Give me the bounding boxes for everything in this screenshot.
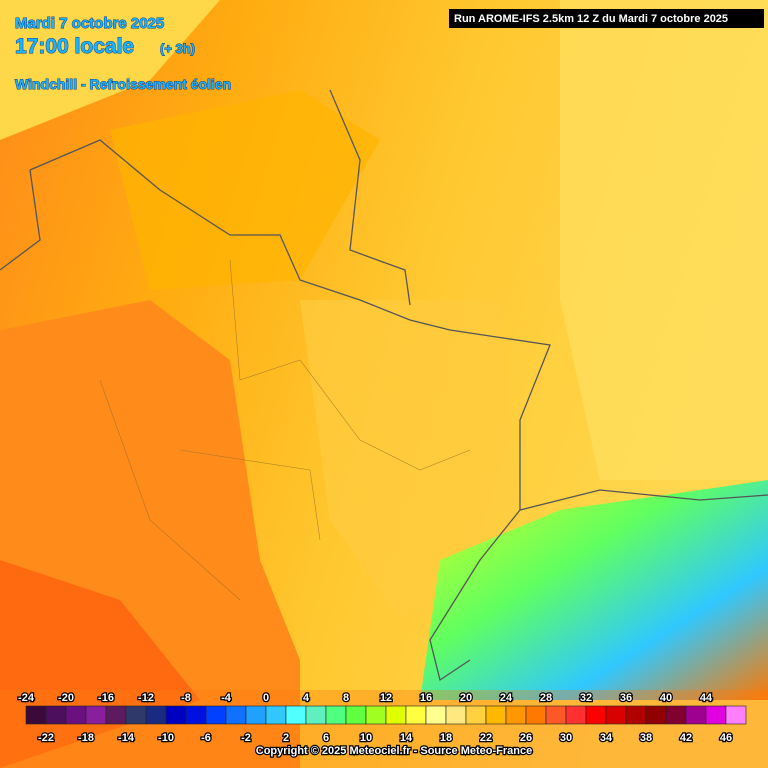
- coast: [0, 169, 41, 271]
- legend-label: 26: [520, 732, 532, 744]
- legend-swatch: [225, 705, 247, 725]
- legend-label: 14: [400, 732, 413, 744]
- legend-label: -2: [241, 732, 251, 744]
- legend-label: 20: [460, 692, 472, 704]
- legend-label: 30: [560, 732, 572, 744]
- legend-label: -24: [18, 692, 35, 704]
- legend-label: -20: [58, 692, 74, 704]
- legend-swatch: [245, 705, 267, 725]
- alps: [420, 480, 768, 700]
- legend-label: 38: [640, 732, 652, 744]
- legend-label: 36: [620, 692, 632, 704]
- legend-label: 10: [360, 732, 372, 744]
- legend-swatch: [365, 705, 387, 725]
- legend-label: -10: [158, 732, 174, 744]
- legend-swatch: [545, 705, 567, 725]
- legend-label: -16: [98, 692, 114, 704]
- zone: [110, 90, 380, 290]
- legend-label: -6: [201, 732, 211, 744]
- offset: (+ 3h): [160, 41, 195, 56]
- legend-swatch: [725, 705, 747, 725]
- legend-swatch: [325, 705, 347, 725]
- legend-label: 42: [680, 732, 692, 744]
- legend-swatch: [585, 705, 607, 725]
- legend-swatch: [85, 705, 107, 725]
- legend-swatch: [685, 705, 707, 725]
- legend-swatch: [165, 705, 187, 725]
- legend-label: 46: [720, 732, 732, 744]
- legend-label: 24: [500, 692, 513, 704]
- legend-label: 2: [283, 732, 289, 744]
- legend-band: [0, 690, 768, 768]
- region-border: [99, 259, 471, 601]
- copyright: Copyright © 2025 Meteociel.fr - Source M…: [256, 745, 532, 757]
- legend-label: -8: [181, 692, 191, 704]
- legend-swatch: [405, 705, 427, 725]
- legend-swatch: [505, 705, 527, 725]
- legend-label: 18: [440, 732, 452, 744]
- legend-label: 32: [580, 692, 592, 704]
- legend-label: 34: [600, 732, 613, 744]
- legend-swatch: [345, 705, 367, 725]
- legend-swatch: [45, 705, 67, 725]
- legend-swatch: [565, 705, 587, 725]
- legend-label: 6: [323, 732, 329, 744]
- legend-label: -4: [221, 692, 232, 704]
- legend-swatch: [385, 705, 407, 725]
- legend-swatch: [145, 705, 167, 725]
- legend-label: -14: [118, 732, 135, 744]
- legend-swatch: [645, 705, 667, 725]
- zone: [560, 0, 768, 480]
- legend-swatch: [425, 705, 447, 725]
- legend-swatch: [65, 705, 87, 725]
- zone: [300, 300, 520, 620]
- legend-swatch: [605, 705, 627, 725]
- legend-swatch: [485, 705, 507, 725]
- legend-label: 44: [700, 692, 713, 704]
- border: [329, 89, 411, 306]
- legend-swatch: [665, 705, 687, 725]
- run-info: Run AROME-IFS 2.5km 12 Z du Mardi 7 octo…: [454, 13, 728, 25]
- legend-swatch: [525, 705, 547, 725]
- legend-swatch: [705, 705, 727, 725]
- legend-swatch: [445, 705, 467, 725]
- legend-label: 28: [540, 692, 552, 704]
- legend-label: 12: [380, 692, 392, 704]
- legend-swatch: [625, 705, 647, 725]
- legend-label: -18: [78, 732, 94, 744]
- parameter: Windchill - Refroissement éolien: [15, 76, 231, 92]
- legend-swatch: [265, 705, 287, 725]
- legend-swatch: [105, 705, 127, 725]
- border: [29, 139, 768, 511]
- legend-swatch: [205, 705, 227, 725]
- legend-swatch: [25, 705, 47, 725]
- border: [429, 509, 521, 682]
- run-box: [449, 9, 764, 28]
- date: Mardi 7 octobre 2025: [15, 15, 164, 32]
- legend-swatch: [185, 705, 207, 725]
- legend-label: 4: [303, 692, 310, 704]
- legend-swatch: [285, 705, 307, 725]
- legend-label: -12: [138, 692, 154, 704]
- legend: -24-22-20-18-16-14-12-10-8-6-4-202468101…: [17, 691, 747, 745]
- legend-label: 8: [343, 692, 349, 704]
- legend-swatch: [305, 705, 327, 725]
- legend-label: 40: [660, 692, 672, 704]
- legend-label: 22: [480, 732, 492, 744]
- legend-label: 16: [420, 692, 432, 704]
- legend-label: -22: [38, 732, 54, 744]
- time: 17:00 locale: [15, 35, 134, 58]
- legend-swatch: [465, 705, 487, 725]
- legend-label: 0: [263, 692, 269, 704]
- sea: [0, 0, 220, 140]
- legend-swatch: [125, 705, 147, 725]
